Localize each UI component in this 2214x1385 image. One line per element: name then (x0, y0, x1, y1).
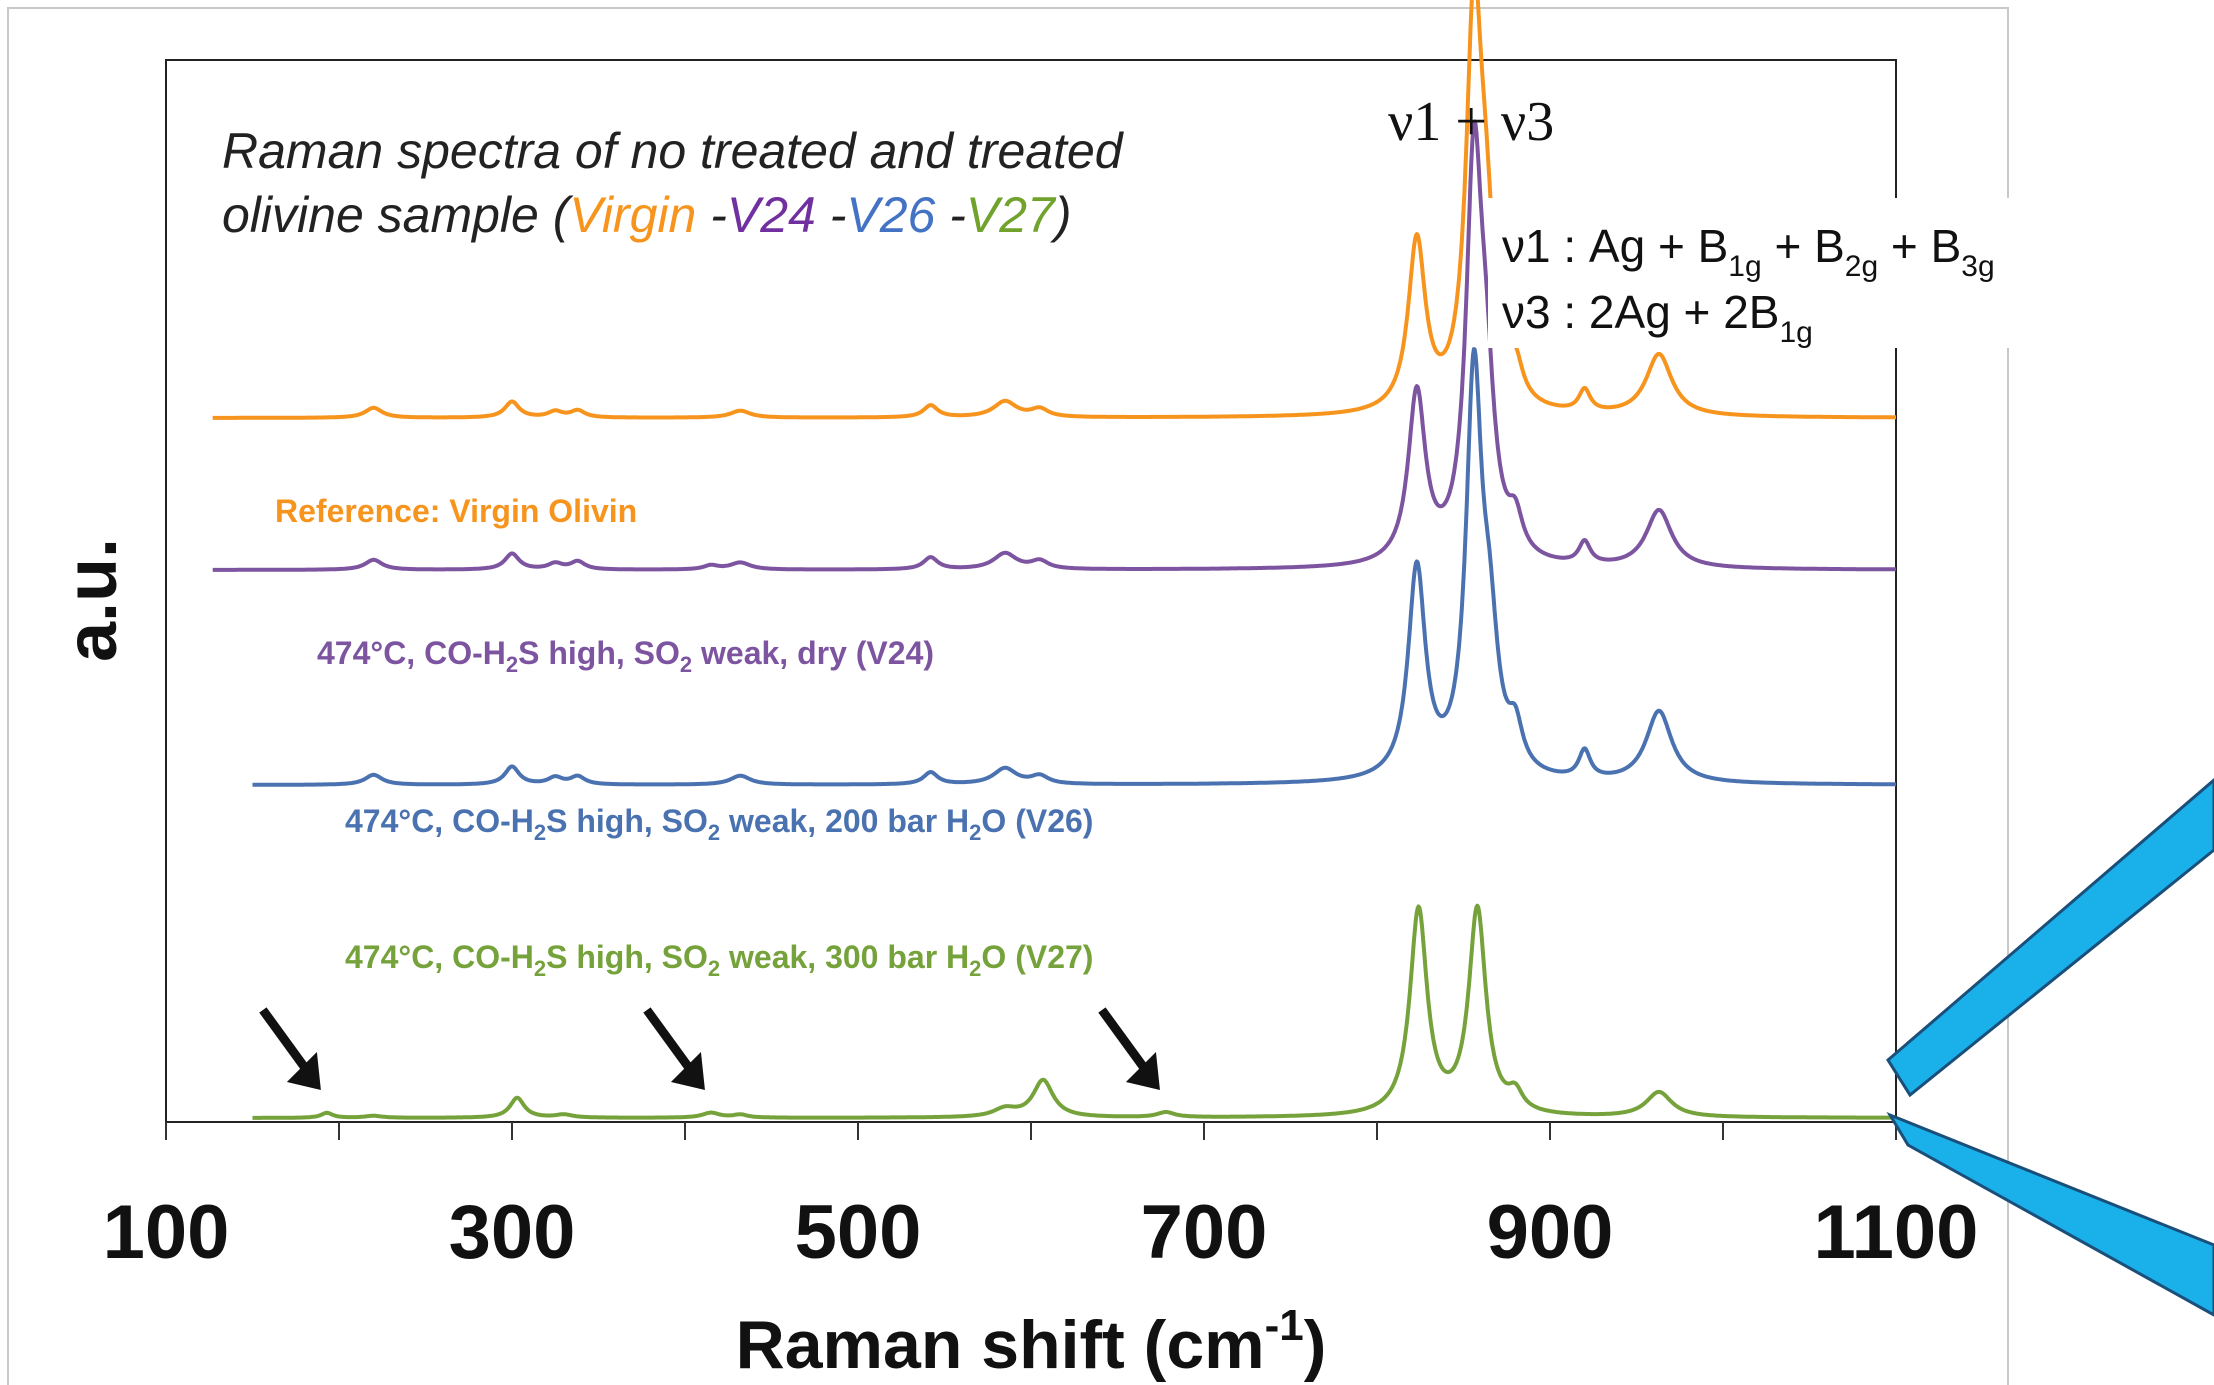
series-label-3: 474°C, CO-H2S high, SO2 weak, 200 bar H2… (345, 803, 1093, 845)
assignment-box (1488, 198, 2084, 348)
x-tick-label: 500 (795, 1190, 922, 1275)
series-label-2: 474°C, CO-H2S high, SO2 weak, dry (V24) (317, 635, 934, 677)
callout-arrows (1886, 778, 2214, 1317)
x-tick-label: 300 (449, 1190, 576, 1275)
arrow-2-shaft (643, 1007, 699, 1079)
y-axis-label: a.u. (52, 538, 132, 662)
x-tick-label: 1100 (1814, 1190, 1979, 1275)
callout-arrow-down (1886, 1111, 2214, 1317)
series-label-4: 474°C, CO-H2S high, SO2 weak, 300 bar H2… (345, 939, 1093, 981)
x-tick-label: 700 (1141, 1190, 1268, 1275)
series-line-4 (251, 903, 1898, 1120)
callout-arrow-up (1886, 778, 2214, 1098)
x-axis-label: Raman shift (cm-1) (736, 1301, 1327, 1383)
series-line-1 (211, 0, 1898, 420)
peak-label: ν1 + ν3 (1388, 91, 1554, 153)
arrow-2-head (670, 1052, 705, 1090)
arrow-1-shaft (259, 1007, 315, 1079)
series-group (211, 0, 1898, 1120)
title-line-2: olivine sample (Virgin -V24 -V26 -V27) (222, 187, 1072, 243)
v1-assignment: ν1 : Ag + B1g + B2g + B3g (1502, 220, 1995, 283)
chart-title: Raman spectra of no treated and treated o… (222, 123, 1125, 243)
x-tick-label: 900 (1487, 1190, 1614, 1275)
x-axis: 100 300 500 700 900 1100 (103, 1122, 1979, 1275)
peak-arrows (259, 1007, 1160, 1090)
series-line-2 (211, 119, 1898, 572)
title-line-1: Raman spectra of no treated and treated (222, 123, 1125, 179)
x-tick-label: 100 (103, 1190, 230, 1275)
series-labels: Reference: Virgin Olivin 474°C, CO-H2S hi… (275, 493, 1093, 981)
arrow-1-head (286, 1052, 321, 1090)
series-label-1: Reference: Virgin Olivin (275, 493, 637, 529)
outer-frame (7, 7, 2009, 1385)
arrow-3-shaft (1098, 1007, 1154, 1079)
arrow-3-head (1125, 1052, 1160, 1090)
v3-assignment: ν3 : 2Ag + 2B1g (1502, 286, 1813, 349)
series-line-3 (251, 347, 1898, 787)
